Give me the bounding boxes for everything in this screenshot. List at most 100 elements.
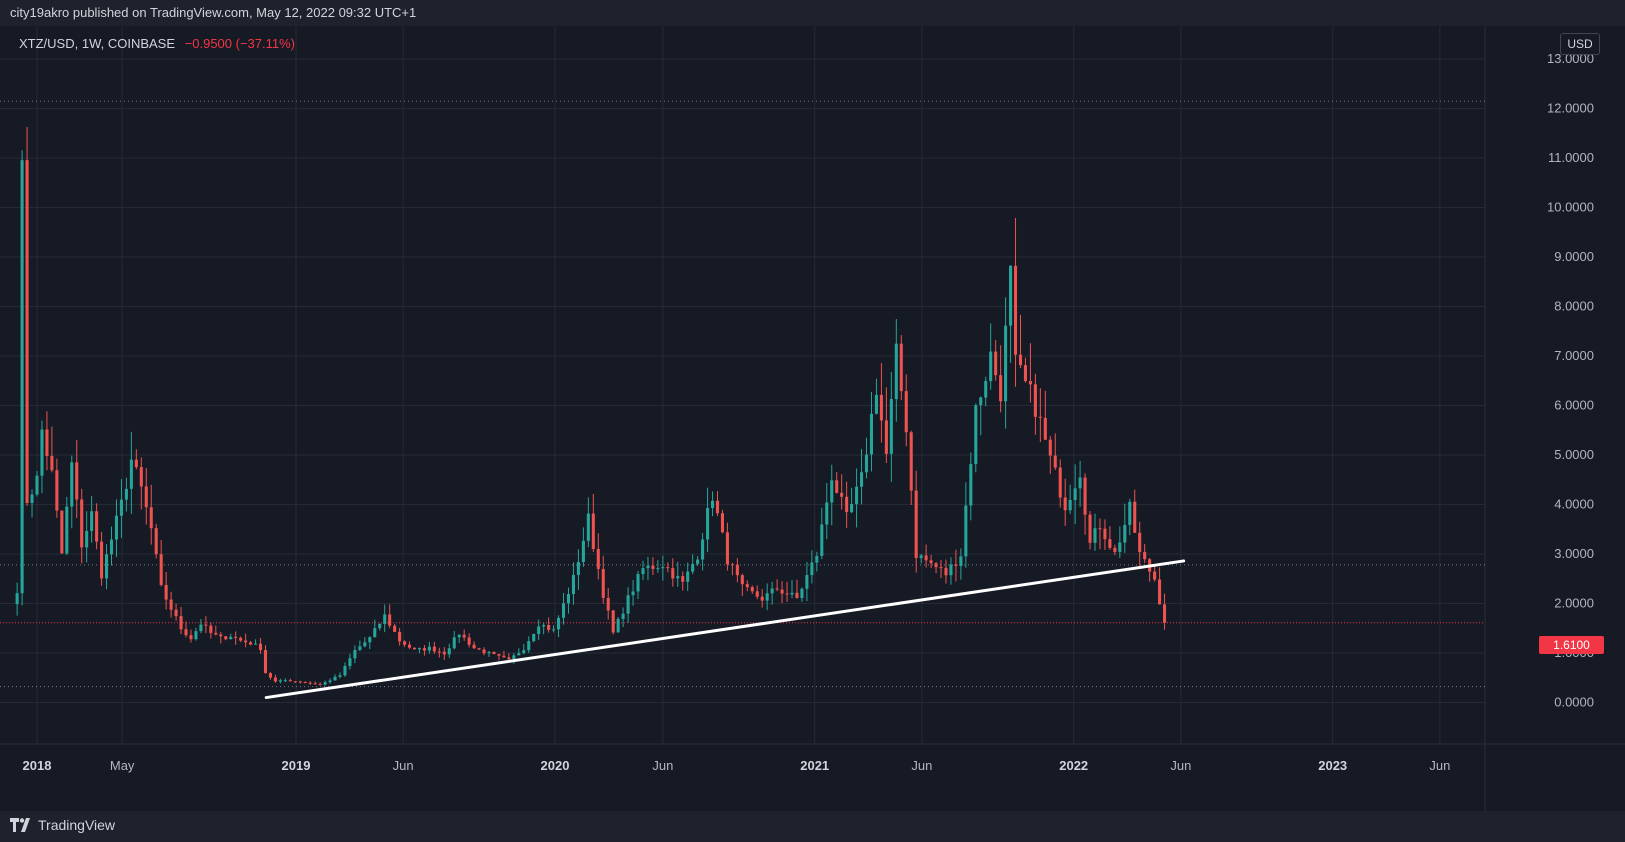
candle[interactable] [651, 557, 655, 576]
candle[interactable] [1043, 390, 1047, 440]
candle[interactable] [1038, 388, 1042, 442]
candle[interactable] [1078, 460, 1082, 507]
candle[interactable] [1133, 489, 1137, 534]
trendline[interactable] [264, 559, 1186, 700]
candle[interactable] [427, 641, 431, 654]
candle[interactable] [134, 449, 138, 470]
candle[interactable] [40, 420, 44, 494]
candle[interactable] [552, 625, 556, 633]
candle[interactable] [1143, 544, 1147, 563]
candle[interactable] [864, 437, 869, 479]
candle[interactable] [969, 452, 973, 521]
candle[interactable] [760, 589, 764, 608]
candle[interactable] [959, 548, 963, 580]
candle[interactable] [800, 587, 804, 602]
candle[interactable] [343, 662, 347, 677]
candle[interactable] [214, 625, 218, 636]
candle[interactable] [1028, 343, 1032, 403]
candle[interactable] [398, 627, 402, 646]
candle[interactable] [919, 553, 923, 564]
candle[interactable] [224, 636, 228, 641]
candle[interactable] [691, 554, 695, 575]
candle[interactable] [288, 678, 292, 682]
candle[interactable] [631, 579, 635, 606]
candle[interactable] [100, 531, 104, 586]
candle[interactable] [164, 572, 168, 610]
candle[interactable] [477, 647, 481, 651]
candle[interactable] [566, 587, 571, 614]
candle[interactable] [104, 544, 109, 590]
candle[interactable] [129, 431, 133, 514]
candle[interactable] [244, 633, 248, 648]
candle[interactable] [1162, 593, 1167, 630]
candle[interactable] [412, 647, 417, 650]
candle[interactable] [606, 587, 610, 620]
candle[interactable] [939, 560, 943, 579]
candle[interactable] [462, 629, 466, 641]
candle[interactable] [681, 571, 685, 591]
price-chart[interactable]: 13.000012.000011.000010.00009.00008.0000… [0, 26, 1625, 811]
candle[interactable] [924, 544, 928, 568]
candle[interactable] [701, 532, 705, 571]
candle[interactable] [1033, 373, 1037, 435]
candle[interactable] [308, 681, 312, 685]
candle[interactable] [124, 477, 128, 512]
candle[interactable] [894, 319, 898, 422]
candle[interactable] [432, 641, 436, 654]
candle[interactable] [254, 639, 258, 645]
candle[interactable] [810, 550, 814, 584]
candle[interactable] [591, 493, 595, 552]
candle[interactable] [249, 640, 253, 646]
candle[interactable] [1013, 218, 1018, 387]
candle[interactable] [278, 678, 282, 684]
candle[interactable] [765, 583, 769, 611]
candle[interactable] [368, 636, 372, 650]
candle[interactable] [487, 650, 491, 658]
candle[interactable] [840, 474, 844, 510]
candle[interactable] [715, 491, 720, 517]
candle[interactable] [1083, 473, 1087, 535]
candle[interactable] [547, 617, 551, 633]
candle[interactable] [949, 557, 953, 585]
candle[interactable] [522, 643, 526, 655]
tradingview-logo[interactable]: TradingView [10, 817, 115, 833]
candle[interactable] [979, 396, 983, 436]
candle[interactable] [1073, 464, 1077, 525]
candle[interactable] [189, 629, 193, 643]
candle[interactable] [1004, 297, 1008, 429]
candle[interactable] [1063, 478, 1067, 526]
candle[interactable] [1058, 459, 1062, 508]
candle[interactable] [467, 633, 471, 648]
candle[interactable] [845, 481, 849, 528]
candle[interactable] [318, 682, 322, 686]
candle[interactable] [964, 482, 968, 568]
candle[interactable] [184, 621, 188, 638]
candle[interactable] [507, 653, 511, 661]
candle[interactable] [65, 496, 69, 556]
candle[interactable] [686, 562, 690, 592]
candle[interactable] [174, 603, 178, 621]
candle[interactable] [234, 631, 238, 645]
candle[interactable] [149, 484, 153, 545]
candle[interactable] [706, 487, 710, 553]
candle[interactable] [407, 641, 412, 650]
candle[interactable] [874, 378, 878, 415]
candle[interactable] [725, 522, 729, 571]
candle[interactable] [338, 672, 342, 679]
candle[interactable] [621, 607, 625, 628]
candle[interactable] [219, 631, 223, 644]
candle[interactable] [25, 127, 29, 506]
candle[interactable] [114, 499, 119, 557]
candle[interactable] [586, 497, 590, 548]
candle[interactable] [740, 573, 744, 597]
candle[interactable] [929, 554, 933, 569]
candle[interactable] [696, 555, 700, 566]
candle[interactable] [775, 579, 779, 592]
candle[interactable] [904, 374, 908, 447]
candle[interactable] [457, 634, 461, 643]
candle[interactable] [720, 509, 725, 534]
candle[interactable] [1009, 265, 1013, 363]
candle[interactable] [641, 560, 645, 581]
candle[interactable] [710, 491, 715, 517]
candle[interactable] [1103, 519, 1107, 550]
